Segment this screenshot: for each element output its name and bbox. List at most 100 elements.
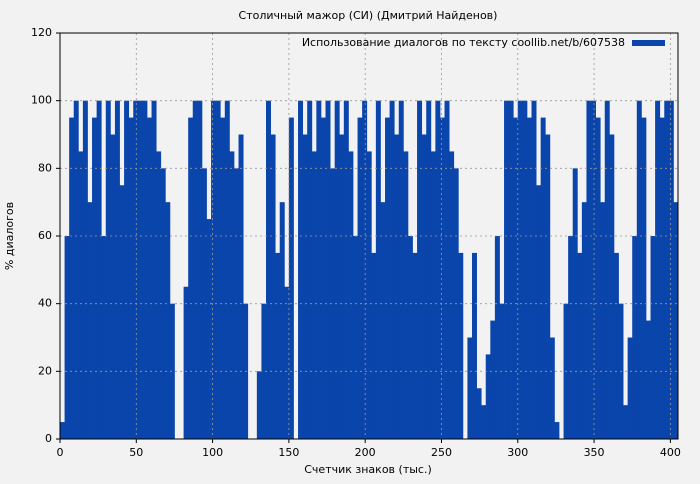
bar — [169, 303, 175, 439]
bar — [513, 117, 519, 439]
bar — [531, 100, 537, 440]
bar — [476, 388, 482, 439]
x-axis-label: Счетчик знаков (тыс.) — [304, 463, 432, 476]
bar — [609, 134, 615, 439]
bar — [586, 100, 592, 440]
bar — [275, 252, 281, 439]
bar — [668, 100, 674, 440]
y-tick-label: 60 — [38, 229, 52, 242]
y-tick-label: 20 — [38, 364, 52, 377]
bar — [407, 236, 413, 439]
bar — [664, 100, 670, 440]
bar — [485, 354, 491, 439]
bar — [192, 100, 198, 440]
bar — [128, 117, 134, 439]
bar — [444, 100, 450, 440]
y-tick-label: 40 — [38, 297, 52, 310]
bar — [343, 100, 349, 440]
bar — [536, 185, 542, 439]
legend-swatch — [632, 40, 665, 46]
bar — [320, 117, 326, 439]
bar — [348, 151, 354, 439]
bar — [220, 117, 226, 439]
bar — [256, 371, 262, 439]
bar — [375, 100, 381, 440]
bar — [540, 117, 546, 439]
bar — [316, 100, 322, 440]
bar — [229, 151, 235, 439]
bar — [362, 100, 368, 440]
bar — [394, 134, 400, 439]
bar — [188, 117, 194, 439]
bar — [366, 151, 372, 439]
bar — [334, 100, 340, 440]
bar — [78, 151, 84, 439]
chart-title: Столичный мажор (СИ) (Дмитрий Найденов) — [239, 9, 498, 22]
bar — [650, 236, 656, 439]
bar — [430, 151, 436, 439]
bar — [581, 202, 587, 439]
x-tick-label: 250 — [431, 446, 452, 459]
bar — [279, 202, 285, 439]
bar — [101, 236, 107, 439]
bar — [215, 100, 221, 440]
bar — [449, 151, 455, 439]
x-tick-label: 200 — [355, 446, 376, 459]
bar — [494, 236, 500, 439]
bar — [87, 202, 93, 439]
bar — [302, 134, 308, 439]
bar — [417, 100, 423, 440]
bar — [288, 117, 294, 439]
bar — [224, 100, 230, 440]
bar — [183, 286, 189, 439]
bar — [119, 185, 125, 439]
bar — [389, 100, 395, 440]
bar — [481, 405, 487, 439]
x-tick-label: 50 — [129, 446, 143, 459]
bar — [69, 117, 75, 439]
plot-frame — [59, 32, 679, 440]
bar — [659, 117, 665, 439]
bar — [641, 117, 647, 439]
bar — [357, 117, 363, 439]
bar — [156, 151, 162, 439]
bar — [284, 286, 290, 439]
bar — [124, 100, 130, 440]
bar — [595, 117, 601, 439]
x-tick-label: 150 — [278, 446, 299, 459]
bar — [151, 100, 157, 440]
bar — [439, 117, 445, 439]
bar — [467, 337, 473, 439]
y-tick-label: 0 — [45, 432, 52, 445]
bar — [490, 320, 496, 439]
bar — [142, 100, 148, 440]
bar — [577, 252, 583, 439]
bar — [655, 100, 661, 440]
bar — [311, 151, 317, 439]
bar — [96, 100, 102, 440]
y-axis-label: % диалогов — [3, 202, 16, 270]
bar — [206, 219, 212, 439]
bar — [517, 100, 523, 440]
bar — [270, 134, 276, 439]
y-tick-label: 120 — [31, 26, 52, 39]
bar — [554, 422, 560, 439]
bar — [398, 100, 404, 440]
bar — [403, 151, 409, 439]
bar — [412, 252, 418, 439]
bar — [266, 100, 271, 440]
bar — [636, 100, 642, 440]
x-tick-label: 300 — [507, 446, 528, 459]
bar — [330, 168, 336, 440]
bar — [421, 134, 427, 439]
bar — [545, 134, 551, 439]
bar — [385, 117, 390, 439]
bar — [526, 117, 532, 439]
bar — [352, 236, 358, 439]
bar — [522, 100, 528, 440]
x-tick-label: 0 — [57, 446, 64, 459]
y-tick-label: 80 — [38, 161, 52, 174]
bar — [133, 100, 139, 440]
bar — [645, 320, 651, 439]
bar — [627, 337, 633, 439]
